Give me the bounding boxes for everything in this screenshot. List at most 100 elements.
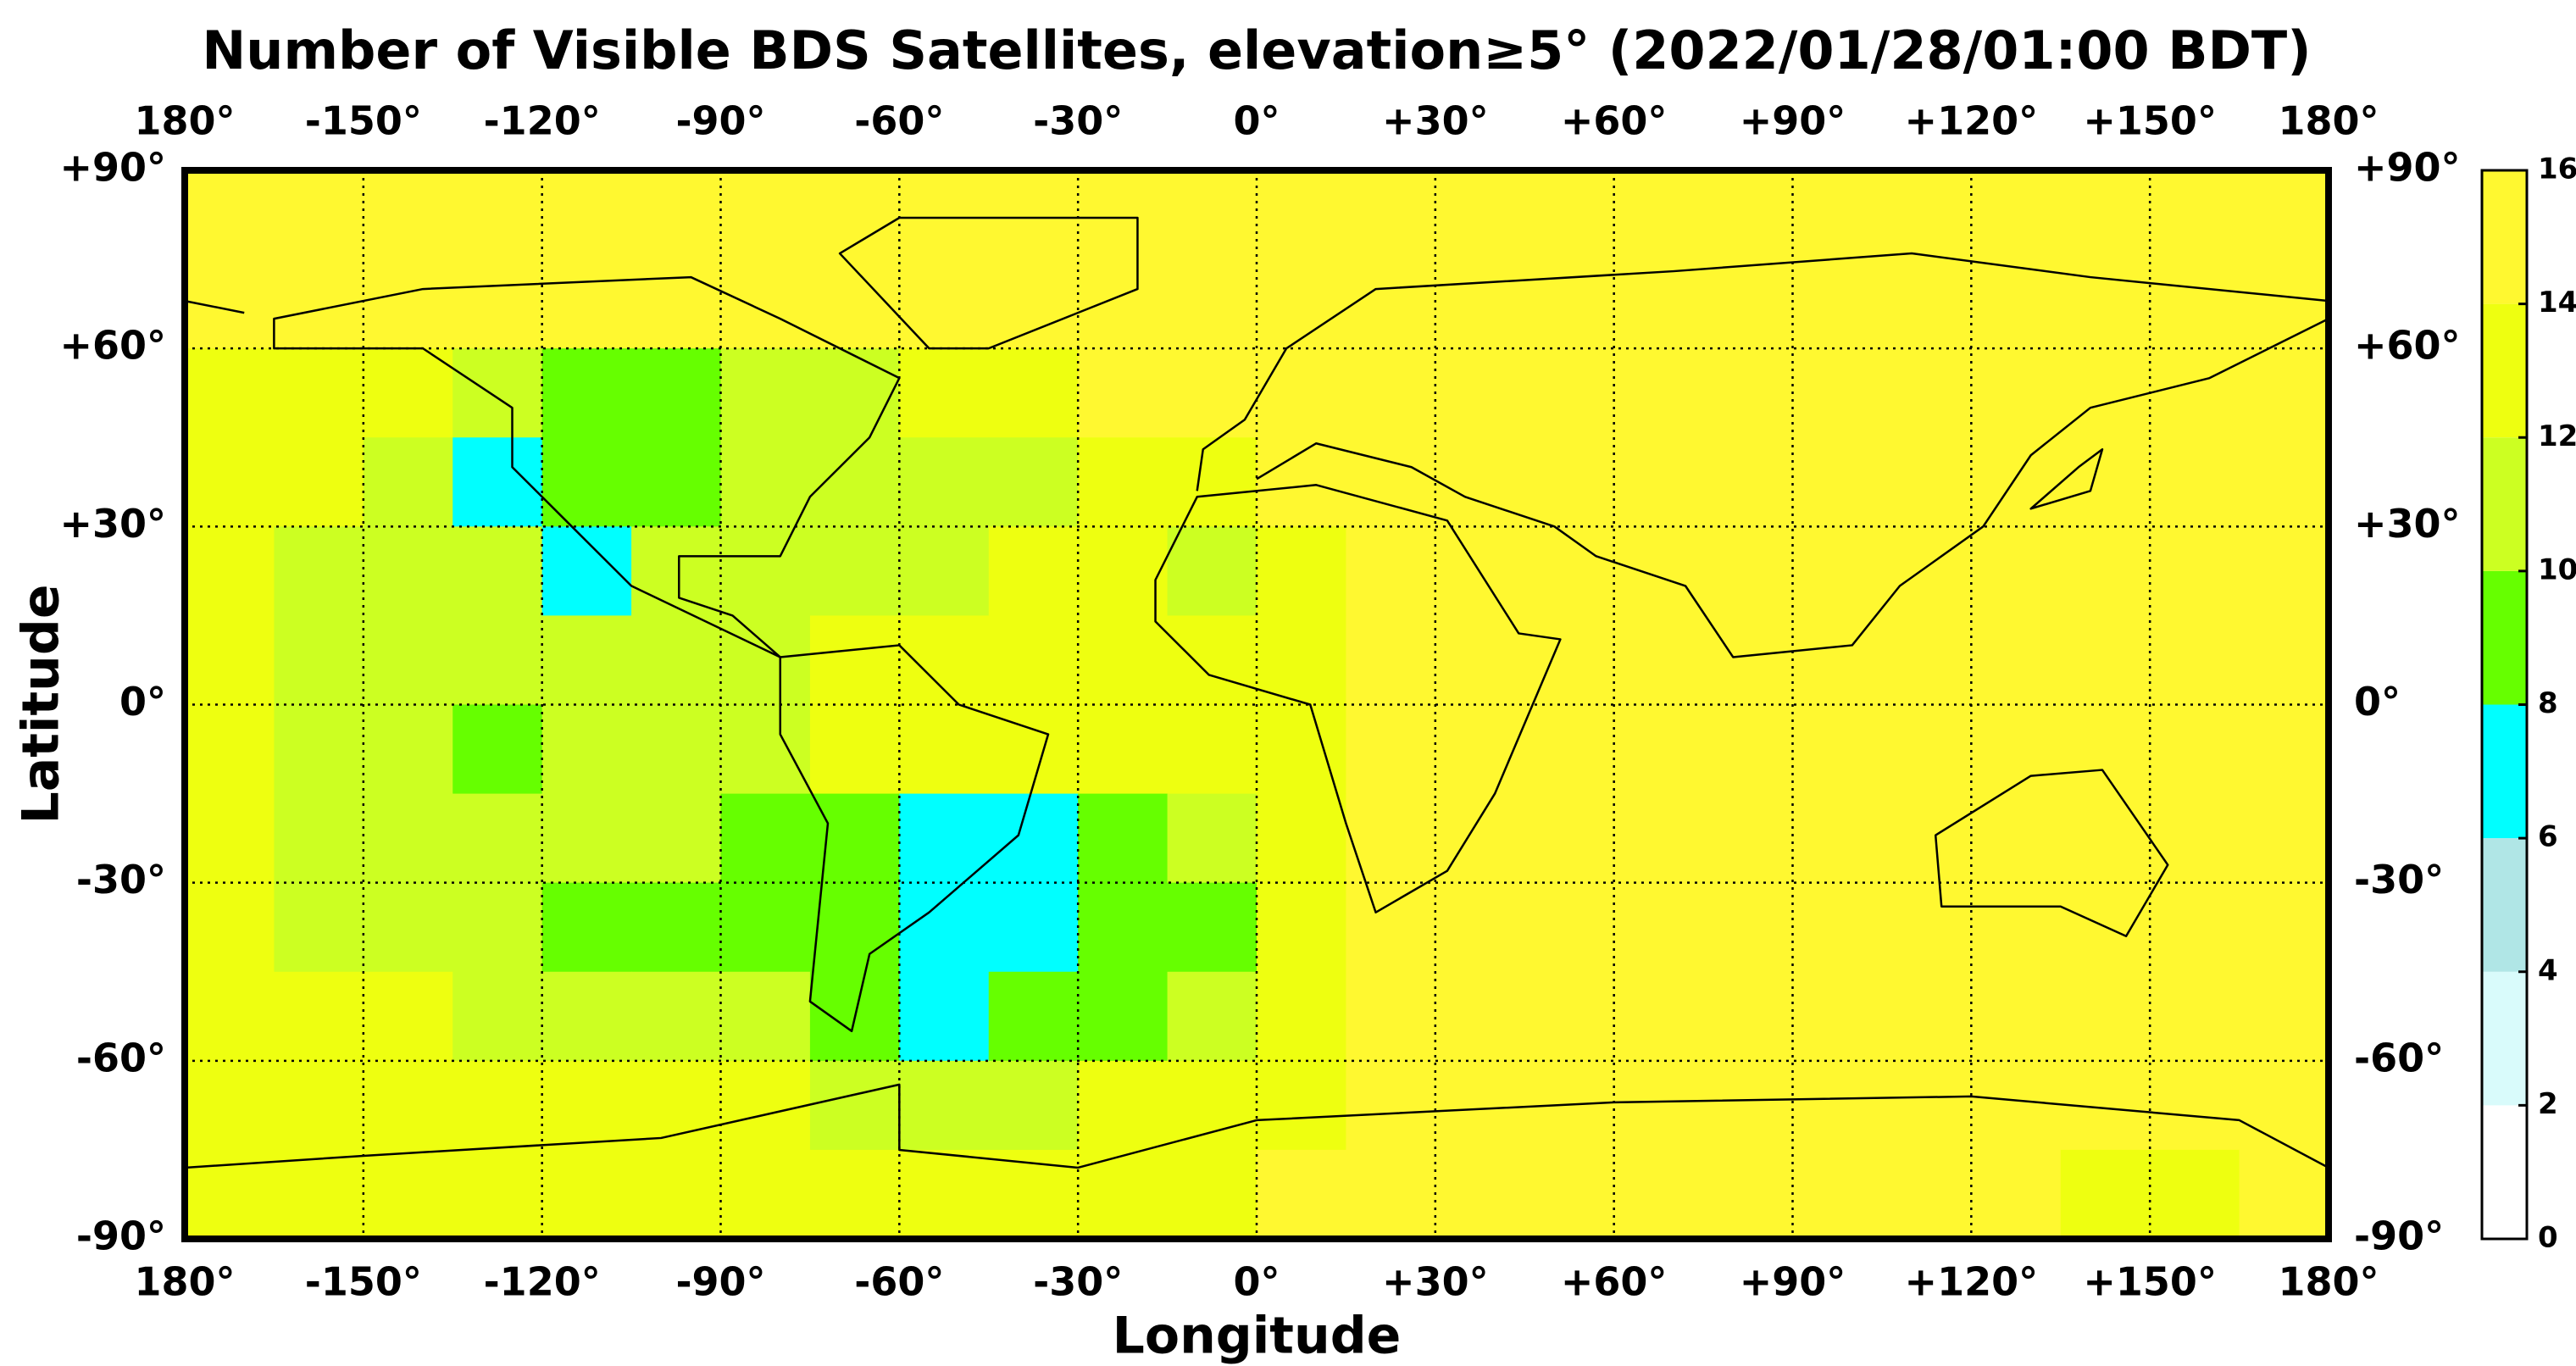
heat-cell	[1346, 882, 1436, 973]
y-tick-label: +30°	[59, 501, 166, 547]
x-tick-label: +120°	[1905, 98, 2039, 144]
x-tick-label: +30°	[1382, 98, 1489, 144]
heat-cell	[2239, 1149, 2329, 1240]
heat-cell	[1792, 437, 1883, 527]
colorbar-segment	[2482, 570, 2527, 705]
heat-cell	[1881, 615, 1972, 705]
heat-cell	[1971, 259, 2062, 349]
heat-cell	[1167, 259, 1257, 349]
heat-cell	[2060, 971, 2151, 1062]
heat-cell	[720, 793, 811, 884]
heat-cell	[1881, 971, 1972, 1062]
y-tick-label: -90°	[2354, 1213, 2444, 1259]
heat-cell	[809, 615, 900, 705]
coast	[840, 218, 1137, 348]
heat-cell	[1971, 526, 2062, 616]
heat-cell	[185, 971, 275, 1062]
y-tick-label: +60°	[2354, 323, 2461, 369]
colorbar-segment	[2482, 303, 2527, 438]
heat-cell	[899, 615, 990, 705]
y-tick-label: -30°	[2354, 857, 2444, 902]
heat-cell	[274, 170, 364, 260]
heat-cell	[1881, 526, 1972, 616]
heat-cell	[185, 793, 275, 884]
heat-cell	[631, 615, 721, 705]
x-tick-label: -60°	[854, 1259, 944, 1305]
heat-cell	[899, 1060, 990, 1151]
heat-cell	[363, 971, 453, 1062]
heat-cell	[899, 882, 990, 973]
heat-cell	[452, 348, 543, 438]
heat-cell	[988, 615, 1079, 705]
x-tick-label: +150°	[2083, 1259, 2217, 1305]
heat-cell	[1435, 348, 1525, 438]
heat-cell	[988, 1060, 1079, 1151]
heat-cell	[1524, 437, 1615, 527]
heat-cell	[363, 1060, 453, 1151]
colorbar-segment	[2482, 1105, 2527, 1239]
heat-cell	[274, 526, 364, 616]
x-tick-label: +30°	[1382, 1259, 1489, 1305]
heat-cell	[1435, 615, 1525, 705]
heat-cell	[2150, 882, 2240, 973]
y-tick-label: +60°	[59, 323, 166, 369]
heat-cell	[631, 437, 721, 527]
heat-cell	[1613, 1149, 1704, 1240]
heat-cell	[541, 882, 632, 973]
heat-cell	[1881, 1149, 1972, 1240]
heat-cell	[452, 1149, 543, 1240]
heat-cell	[1346, 971, 1436, 1062]
heat-cell	[720, 615, 811, 705]
heat-cell	[720, 1149, 811, 1240]
heat-cell	[631, 1060, 721, 1151]
heat-cell	[1078, 704, 1169, 795]
heat-cell	[1971, 1060, 2062, 1151]
heat-cell	[809, 704, 900, 795]
heat-cell	[720, 437, 811, 527]
heat-cell	[1703, 882, 1793, 973]
heat-cell	[1703, 615, 1793, 705]
heat-cell	[2239, 170, 2329, 260]
heat-cell	[274, 348, 364, 438]
heat-cell	[541, 526, 632, 616]
heat-cell	[1435, 1149, 1525, 1240]
heat-cell	[1792, 615, 1883, 705]
y-tick-label: -60°	[2354, 1035, 2444, 1080]
heat-cell	[452, 793, 543, 884]
heat-cell	[363, 348, 453, 438]
x-tick-label: 180°	[2278, 1259, 2379, 1305]
heat-cell	[1435, 259, 1525, 349]
heat-cell	[631, 526, 721, 616]
heat-cell	[1703, 348, 1793, 438]
heat-cell	[720, 704, 811, 795]
heat-cell	[274, 1060, 364, 1151]
heat-cell	[631, 882, 721, 973]
x-tick-label: -60°	[854, 98, 944, 144]
heat-cell	[274, 1149, 364, 1240]
heat-cell	[541, 615, 632, 705]
heat-cell	[1881, 348, 1972, 438]
heat-cell	[1881, 704, 1972, 795]
x-tick-label: -30°	[1033, 98, 1123, 144]
heat-cell	[720, 170, 811, 260]
heat-cell	[363, 526, 453, 616]
heat-cell	[899, 1149, 990, 1240]
heat-cell	[185, 704, 275, 795]
heat-cell	[2239, 437, 2329, 527]
heat-cell	[1346, 704, 1436, 795]
plot-frame	[181, 167, 2332, 1242]
x-tick-label: -30°	[1033, 1259, 1123, 1305]
heat-cell	[1703, 437, 1793, 527]
heat-cell	[1078, 882, 1169, 973]
heat-cell	[1435, 882, 1525, 973]
colorbar-tick-label: 16	[2538, 153, 2576, 186]
heat-cell	[1881, 793, 1972, 884]
heat-cell	[1257, 615, 1346, 705]
colorbar-tick-label: 2	[2538, 1087, 2558, 1121]
heat-cell	[1971, 882, 2062, 973]
heat-cell	[541, 170, 632, 260]
heat-cell	[1971, 704, 2062, 795]
heat-cell	[2150, 971, 2240, 1062]
x-tick-label: +90°	[1740, 1259, 1846, 1305]
heat-cell	[720, 1060, 811, 1151]
